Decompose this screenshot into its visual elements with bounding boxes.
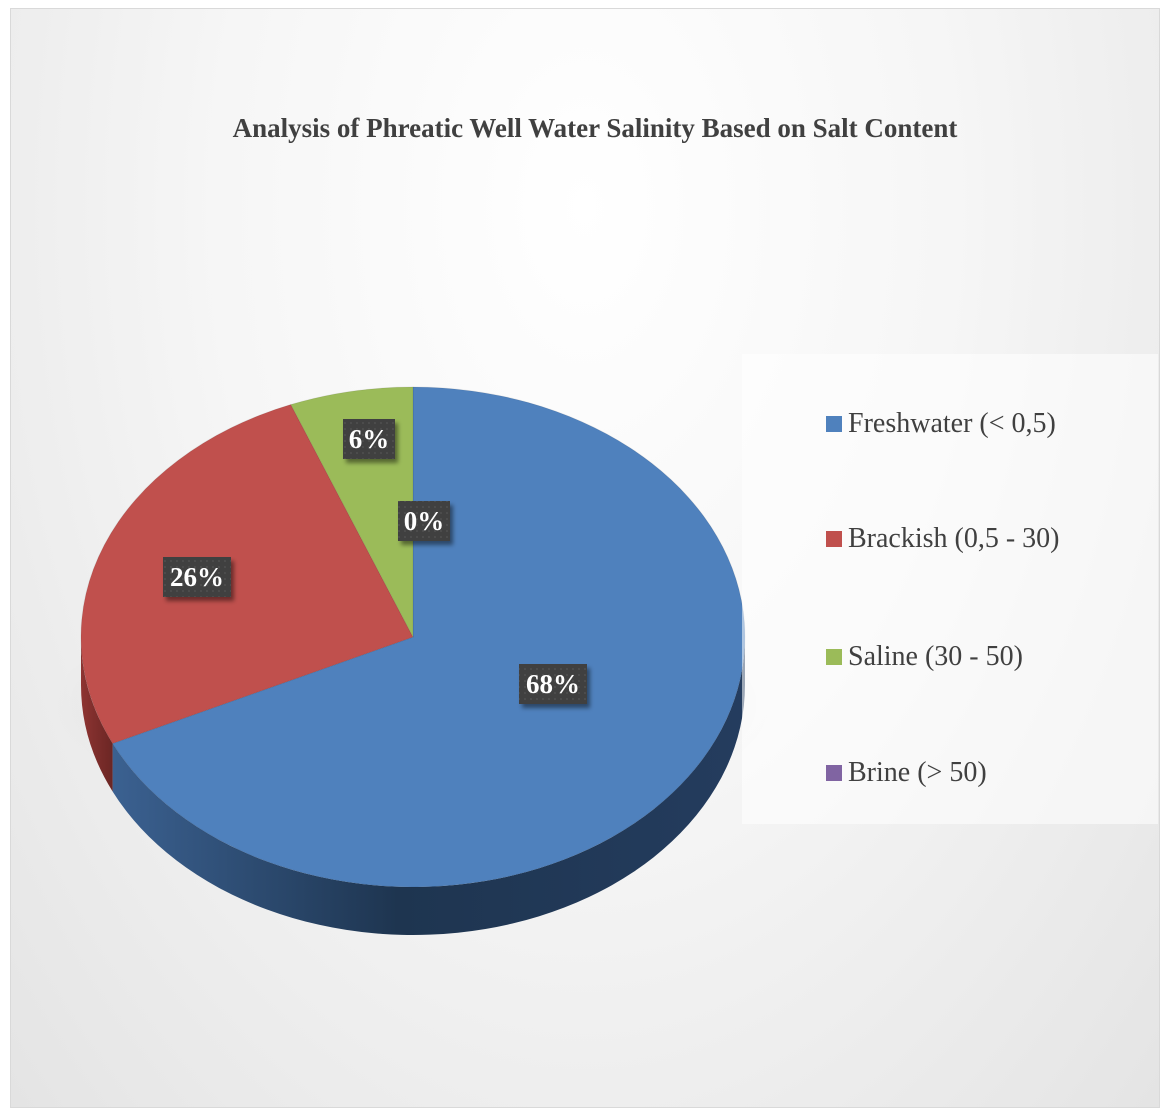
data-label-1: 68%	[519, 664, 587, 704]
legend-label: Brine (> 50)	[848, 757, 987, 788]
data-label-text: 68%	[526, 669, 580, 699]
legend-swatch	[826, 416, 842, 432]
data-label-text: 0%	[404, 506, 445, 536]
legend-item-1: Freshwater (< 0,5)	[826, 404, 1056, 444]
chart-title: Analysis of Phreatic Well Water Salinity…	[232, 113, 958, 143]
legend: Freshwater (< 0,5) Brackish (0,5 - 30) Sal…	[742, 354, 1158, 824]
legend-swatch	[826, 531, 842, 547]
data-label-2: 26%	[163, 557, 231, 597]
data-label-4: 0%	[398, 501, 450, 541]
data-label-3: 6%	[343, 419, 395, 459]
legend-item-2: Brackish (0,5 - 30)	[826, 519, 1060, 559]
legend-label: Brackish (0,5 - 30)	[848, 523, 1060, 554]
legend-swatch	[826, 765, 842, 781]
data-label-text: 26%	[170, 562, 224, 592]
legend-item-4: Brine (> 50)	[826, 753, 987, 793]
legend-swatch	[826, 649, 842, 665]
data-label-box	[163, 557, 231, 597]
pie-slice-1	[111, 386, 746, 888]
pie-slice-2	[80, 403, 414, 745]
pie-side-2	[81, 637, 113, 792]
data-label-box	[343, 419, 395, 459]
legend-label: Saline (30 - 50)	[848, 641, 1023, 672]
legend-label: Freshwater (< 0,5)	[848, 408, 1056, 439]
pie-side-1	[112, 637, 746, 936]
data-label-text: 6%	[349, 424, 390, 454]
data-label-box	[398, 501, 450, 541]
data-label-box	[519, 664, 587, 704]
legend-item-3: Saline (30 - 50)	[826, 637, 1023, 677]
